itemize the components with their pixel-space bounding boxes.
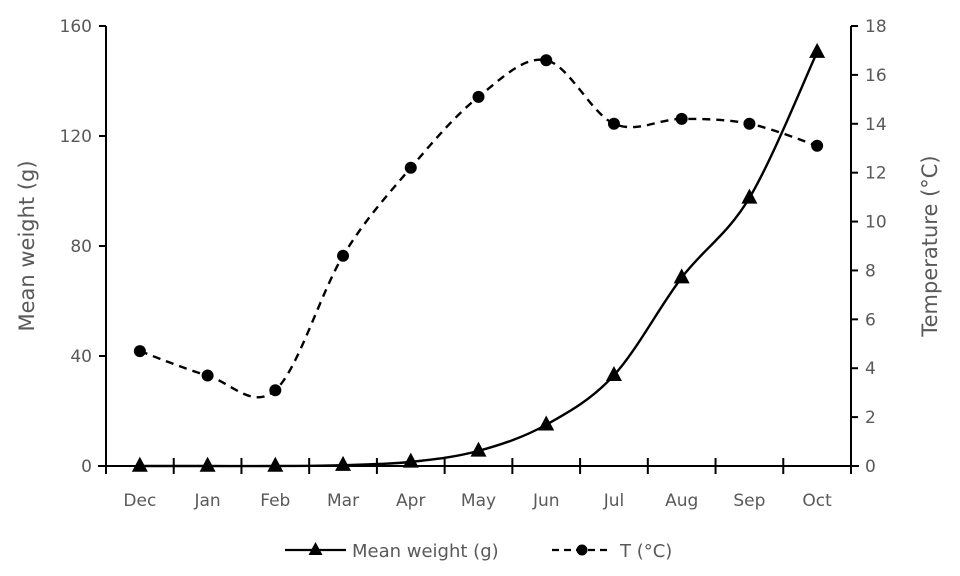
x-tick-label: Apr <box>396 491 425 511</box>
legend-weight-marker-triangle-icon <box>308 542 323 555</box>
series-temperature <box>133 54 824 399</box>
legend: Mean weight (g) T (°C) <box>285 541 672 562</box>
temperature-point-may <box>472 90 485 103</box>
y2-tick-label: 8 <box>865 261 876 281</box>
y2-tick-label: 18 <box>865 17 887 37</box>
temperature-point-jan <box>201 369 214 382</box>
y2-tick-label: 4 <box>865 359 876 379</box>
series-mean-weight <box>131 42 826 472</box>
mean-weight-point-apr <box>402 452 419 468</box>
y2-tick-label: 6 <box>865 310 876 330</box>
y2-tick-label: 14 <box>865 115 887 135</box>
temperature-point-jun <box>540 54 553 67</box>
x-tick-label: Jun <box>532 491 560 511</box>
temperature-point-feb <box>269 384 282 397</box>
x-tick-label: Sep <box>733 491 765 511</box>
mean-weight-point-oct <box>809 42 826 58</box>
mean-weight-point-jun <box>538 415 555 431</box>
mean-weight-point-jan <box>199 456 216 472</box>
mean-weight-point-may <box>470 441 487 457</box>
x-tick-label: Oct <box>802 491 832 511</box>
temperature-point-sep <box>743 117 756 130</box>
mean-weight-point-jul <box>605 365 622 381</box>
temperature-point-mar <box>337 249 350 262</box>
temperature-point-apr <box>404 161 417 174</box>
mean-weight-point-sep <box>741 188 758 204</box>
temperature-point-oct <box>811 139 824 152</box>
x-tick-label: Jul <box>603 491 625 511</box>
y-tick-label: 0 <box>81 457 92 477</box>
x-tick-label: Mar <box>327 491 359 511</box>
axes: 0 40 80 120 160 0 2 4 6 8 10 12 14 16 18 Dec Jan Feb Mar Ap… <box>60 17 887 511</box>
series-layer <box>131 42 826 472</box>
y2-tick-label: 16 <box>865 66 887 86</box>
y-axis-title: Mean weight (g) <box>15 160 39 331</box>
y-tick-label: 40 <box>70 347 92 367</box>
legend-temp-label: T (°C) <box>619 541 672 562</box>
temperature-point-aug <box>675 112 688 125</box>
y-tick-label: 80 <box>70 237 92 257</box>
temperature-point-jul <box>607 117 620 130</box>
y-tick-label: 160 <box>60 17 92 37</box>
x-tick-label: May <box>461 491 496 511</box>
mean-weight-point-aug <box>673 268 690 284</box>
y2-tick-label: 2 <box>865 408 876 428</box>
mean-weight-point-mar <box>335 455 352 471</box>
temperature-line <box>139 58 818 399</box>
y-tick-label: 120 <box>60 127 92 147</box>
mean-weight-point-feb <box>267 456 284 472</box>
y2-tick-label: 0 <box>865 457 876 477</box>
legend-temp-marker-circle-icon <box>576 544 588 556</box>
y2-tick-label: 10 <box>865 213 887 233</box>
x-tick-label: Aug <box>665 491 698 511</box>
y2-axis-title: Temperature (°C) <box>918 155 942 337</box>
y2-tick-label: 12 <box>865 164 887 184</box>
x-tick-label: Feb <box>260 491 290 511</box>
mean-weight-point-dec <box>131 456 148 472</box>
x-tick-label: Jan <box>193 491 220 511</box>
x-tick-label: Dec <box>123 491 156 511</box>
mean-weight-line <box>139 51 819 468</box>
temperature-point-dec <box>133 345 146 358</box>
legend-weight-label: Mean weight (g) <box>352 541 499 562</box>
